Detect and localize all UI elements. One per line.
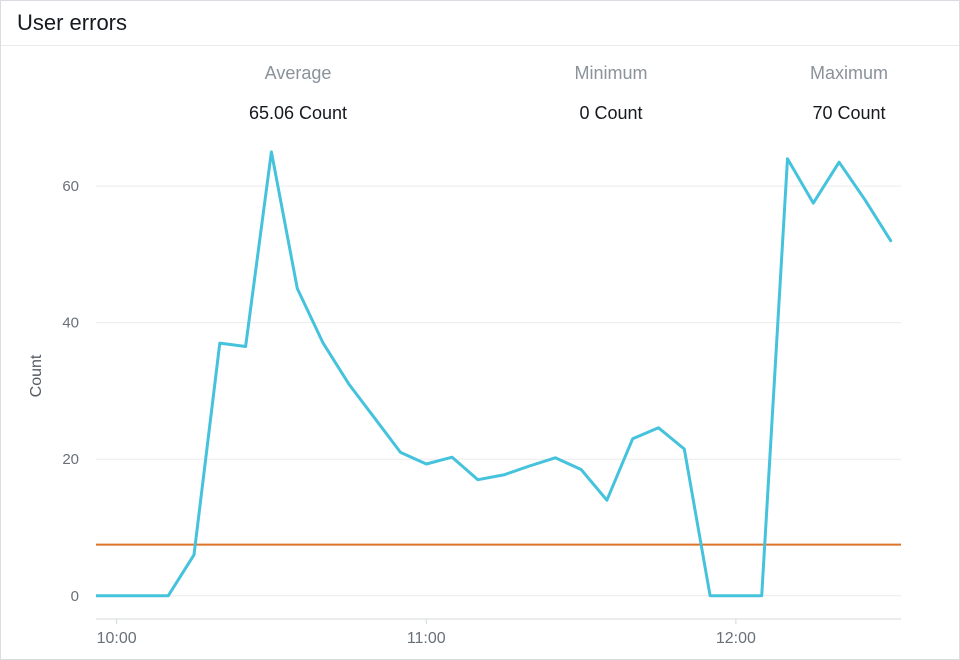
metric-line <box>96 150 893 598</box>
y-tick-label: 20 <box>62 451 79 468</box>
stat-maximum: Maximum 70 Count <box>810 63 888 124</box>
x-tick-label: 10:00 <box>97 630 137 647</box>
y-tick-label: 0 <box>71 588 79 605</box>
stat-average-value: 65.06 Count <box>248 103 348 123</box>
widget-header: User errors <box>1 1 959 46</box>
stat-minimum-value: 0 Count <box>579 103 643 123</box>
stat-maximum-label: Maximum <box>809 63 889 83</box>
stat-minimum: Minimum 0 Count <box>574 63 647 124</box>
x-tick-label: 12:00 <box>716 630 756 647</box>
line-chart: 0 20 40 60 10:00 11:00 12:00 <box>62 150 901 647</box>
stat-average-label: Average <box>264 63 332 83</box>
y-tick-label: 40 <box>62 315 79 332</box>
y-tick-label: 60 <box>62 178 79 195</box>
stat-average: Average 65.06 Count <box>249 63 347 124</box>
x-tick-label: 11:00 <box>407 630 446 647</box>
stat-minimum-label: Minimum <box>574 63 648 83</box>
stat-maximum-value: 70 Count <box>812 103 886 123</box>
widget-title: User errors <box>17 10 128 35</box>
